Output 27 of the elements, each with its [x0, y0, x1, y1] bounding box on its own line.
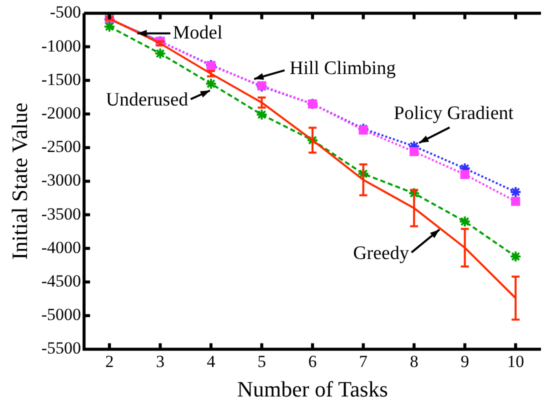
y-tick-label: -4500: [41, 271, 82, 290]
x-tick-label: 10: [507, 352, 524, 371]
y-tick-label: -3000: [41, 170, 82, 190]
x-tick-label: 7: [359, 352, 368, 371]
y-axis-title: Initial State Value: [6, 102, 32, 260]
y-tick-label: -1000: [41, 36, 82, 56]
x-tick-label: 9: [460, 352, 470, 371]
y-tick-label: -2500: [41, 137, 82, 156]
x-tick-label: 2: [105, 352, 114, 371]
y-tick-label: -4000: [41, 238, 82, 257]
series-label: Policy Gradient: [394, 102, 514, 124]
y-tick-label: -1500: [41, 70, 82, 89]
y-tick-label: -5000: [41, 305, 82, 324]
series-label: Hill Climbing: [290, 58, 396, 79]
x-tick-label: 6: [308, 352, 317, 371]
y-tick-label: -3500: [41, 204, 82, 224]
x-tick-label: 4: [206, 352, 216, 371]
y-tick-label: -500: [50, 2, 82, 22]
y-tick-label: -2000: [41, 103, 82, 122]
x-tick-label: 5: [258, 352, 266, 371]
x-tick-label: 8: [410, 352, 418, 371]
y-tick-label: -5500: [41, 338, 82, 358]
x-tick-label: 3: [156, 352, 164, 371]
x-axis-title: Number of Tasks: [237, 376, 388, 402]
series-label: Greedy: [353, 242, 410, 264]
series-label: Model: [172, 22, 223, 44]
series-label: Underused: [106, 90, 189, 111]
